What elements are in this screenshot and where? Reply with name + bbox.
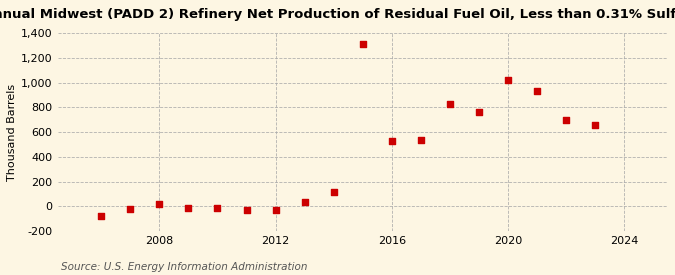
Point xyxy=(503,78,514,82)
Point xyxy=(358,42,369,46)
Point xyxy=(387,139,398,144)
Point xyxy=(561,117,572,122)
Point xyxy=(532,88,543,93)
Text: Source: U.S. Energy Information Administration: Source: U.S. Energy Information Administ… xyxy=(61,262,307,272)
Point xyxy=(445,102,456,106)
Point xyxy=(474,109,485,114)
Y-axis label: Thousand Barrels: Thousand Barrels xyxy=(7,84,17,181)
Point xyxy=(416,138,427,142)
Point xyxy=(96,213,107,218)
Point xyxy=(212,206,223,210)
Point xyxy=(241,207,252,212)
Point xyxy=(125,207,136,211)
Text: Annual Midwest (PADD 2) Refinery Net Production of Residual Fuel Oil, Less than : Annual Midwest (PADD 2) Refinery Net Pro… xyxy=(0,8,675,21)
Point xyxy=(328,189,339,194)
Point xyxy=(183,205,194,210)
Point xyxy=(590,122,601,127)
Point xyxy=(299,200,310,204)
Point xyxy=(154,202,165,206)
Point xyxy=(270,207,281,212)
